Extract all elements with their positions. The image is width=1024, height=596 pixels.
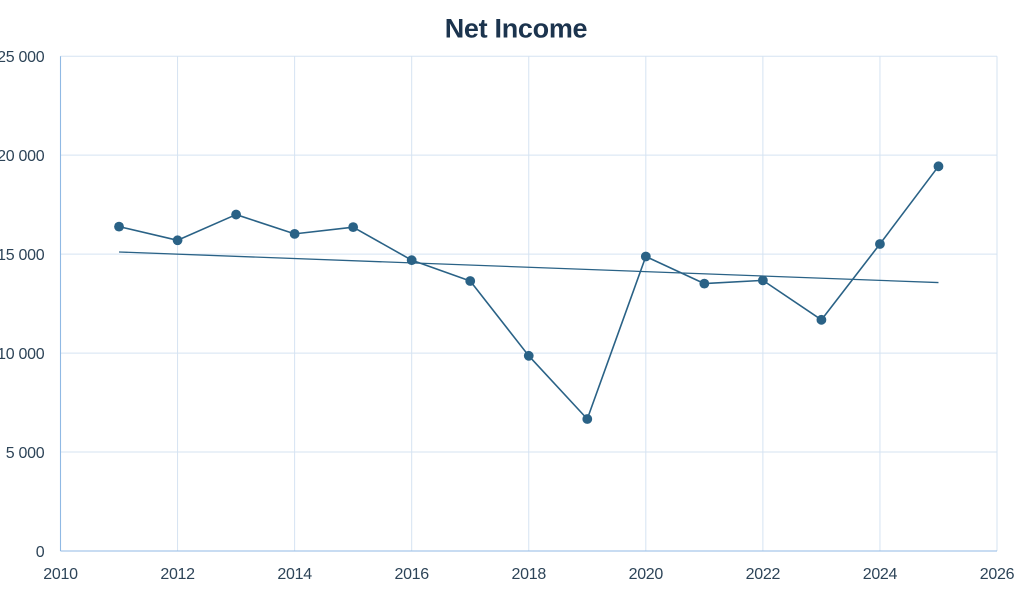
series: [114, 161, 944, 424]
axis-labels: 0 5 000 10 000 15 000 20 000 25 000 2010 2012 20…: [0, 49, 1015, 583]
x-tick-label: 2012: [160, 566, 195, 583]
data-point-2016[interactable]: [406, 255, 417, 266]
trendline: [119, 251, 939, 284]
data-point-2018[interactable]: [523, 350, 534, 361]
x-tick-label: 2016: [394, 566, 429, 583]
data-point-2024[interactable]: [875, 239, 885, 249]
axes: [59, 56, 997, 552]
x-tick-label: 2014: [277, 566, 312, 583]
y-tick-label: 25 000: [0, 49, 45, 66]
data-point-2019[interactable]: [582, 414, 593, 424]
x-tick-label: 2022: [746, 566, 781, 583]
x-tick-label: 2026: [980, 566, 1015, 583]
data-point-2015[interactable]: [348, 222, 359, 233]
x-tick-label: 2024: [863, 566, 898, 583]
data-point-2022[interactable]: [757, 275, 768, 286]
data-point-2012[interactable]: [172, 235, 183, 246]
data-point-2025[interactable]: [933, 161, 944, 172]
chart-title: Net Income: [445, 14, 588, 44]
data-point-2021[interactable]: [699, 278, 710, 289]
data-point-2013[interactable]: [231, 209, 241, 220]
data-point-2017[interactable]: [465, 276, 476, 286]
data-point-2014[interactable]: [289, 228, 300, 239]
x-tick-label: 2010: [43, 566, 78, 583]
y-tick-label: 10 000: [0, 346, 45, 363]
x-tick-label: 2018: [512, 566, 547, 583]
y-tick-label: 20 000: [0, 148, 45, 165]
gridlines: [60, 55, 998, 551]
data-point-2011[interactable]: [114, 221, 124, 232]
y-tick-label: 15 000: [0, 247, 45, 264]
x-tick-label: 2020: [629, 566, 664, 583]
data-point-2020[interactable]: [640, 251, 651, 262]
y-tick-label: 5 000: [6, 445, 45, 462]
data-point-2023[interactable]: [816, 314, 827, 325]
y-tick-label: 0: [36, 544, 45, 561]
